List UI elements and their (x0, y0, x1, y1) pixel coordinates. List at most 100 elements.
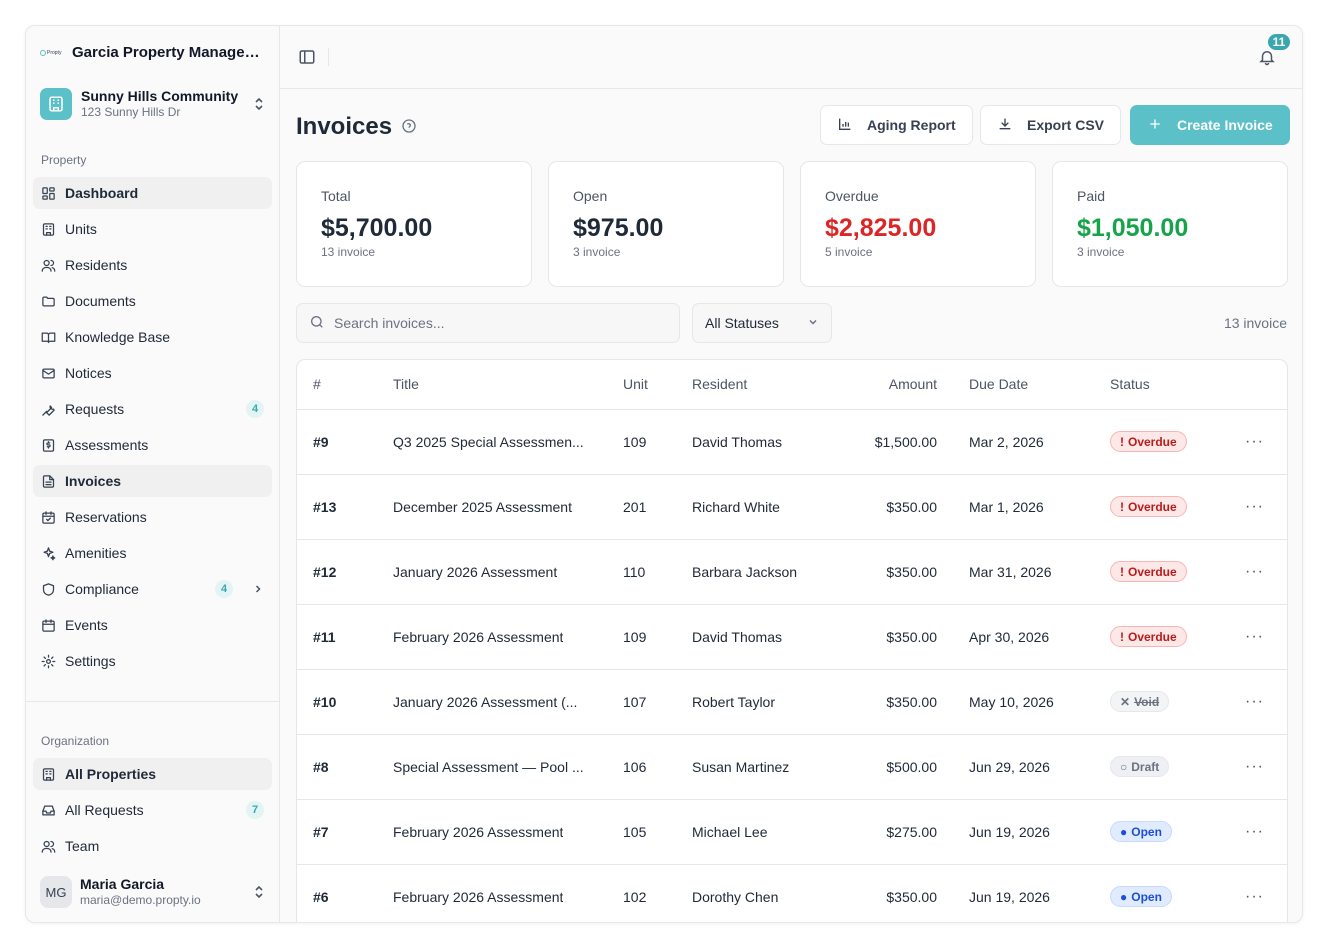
more-horizontal-icon[interactable]: ··· (1245, 822, 1264, 840)
sidebar-item-assessments[interactable]: Assessments (33, 429, 272, 461)
invoice-due-date: Jun 19, 2026 (937, 864, 1110, 922)
search-icon (309, 314, 325, 333)
sidebar-item-team[interactable]: Team (33, 830, 272, 862)
table-row[interactable]: #12 January 2026 Assessment 110 Barbara Jac… (297, 539, 1287, 605)
invoice-amount: $350.00 (842, 474, 937, 540)
status-filter-select[interactable]: All Statuses (692, 303, 832, 343)
sidebar-item-knowledge-base[interactable]: Knowledge Base (33, 321, 272, 353)
table-row[interactable]: #11 February 2026 Assessment 109 David Thom… (297, 604, 1287, 670)
summary-card-open: Open $975.00 3 invoice (548, 161, 784, 287)
help-circle-icon[interactable] (401, 113, 417, 141)
row-actions-cell: ··· (1222, 669, 1287, 735)
status-label: Open (1131, 824, 1162, 839)
sidebar-item-all-requests[interactable]: All Requests 7 (33, 794, 272, 826)
invoice-title-cell: January 2026 Assessment (393, 539, 623, 605)
table-row[interactable]: #9 Q3 2025 Special Assessmen... 109 David T… (297, 409, 1287, 475)
table-row[interactable]: #7 February 2026 Assessment 105 Michael Lee… (297, 799, 1287, 865)
sidebar-item-events[interactable]: Events (33, 609, 272, 641)
sidebar-item-compliance[interactable]: Compliance 4 (33, 573, 272, 605)
file-text-icon (41, 474, 56, 489)
status-badge: ● Open (1110, 886, 1172, 907)
more-horizontal-icon[interactable]: ··· (1245, 562, 1264, 580)
sidebar-item-all-properties[interactable]: All Properties (33, 758, 272, 790)
sidebar-item-label: Notices (65, 365, 112, 381)
more-horizontal-icon[interactable]: ··· (1245, 692, 1264, 710)
topbar-divider (328, 48, 329, 66)
count-badge: 4 (215, 580, 233, 598)
export-csv-button[interactable]: Export CSV (980, 105, 1122, 145)
invoice-title-cell: February 2026 Assessment (393, 604, 623, 670)
invoice-due-date: Mar 31, 2026 (937, 539, 1110, 605)
sidebar-item-requests[interactable]: Requests 4 (33, 393, 272, 425)
shield-icon (41, 582, 56, 597)
org-header[interactable]: Propty Garcia Property Management (40, 44, 264, 61)
column-header-unit[interactable]: Unit (623, 360, 692, 410)
sidebar-toggle-icon[interactable] (298, 48, 316, 66)
more-horizontal-icon[interactable]: ··· (1245, 757, 1264, 775)
invoice-resident: Robert Taylor (692, 669, 842, 735)
status-label: Draft (1131, 759, 1160, 774)
invoice-number: #13 (297, 474, 393, 540)
table-row[interactable]: #10 January 2026 Assessment (... 107 Robert… (297, 669, 1287, 735)
sidebar-item-label: Amenities (65, 545, 127, 561)
sidebar-item-units[interactable]: Units (33, 213, 272, 245)
table-row[interactable]: #13 December 2025 Assessment 201 Richard Wh… (297, 474, 1287, 540)
status-glyph: ○ (1120, 759, 1128, 774)
sidebar-item-label: Invoices (65, 473, 122, 489)
invoice-due-date: Apr 30, 2026 (937, 604, 1110, 670)
sidebar-item-label: Assessments (65, 437, 149, 453)
summary-card-value: $2,825.00 (825, 214, 937, 242)
user-menu[interactable]: MG Maria Garcia maria@demo.propty.io (40, 876, 266, 908)
aging-report-button[interactable]: Aging Report (820, 105, 973, 145)
count-badge: 7 (246, 801, 264, 819)
bar-chart-icon (837, 116, 853, 135)
invoice-resident: Dorothy Chen (692, 864, 842, 922)
sidebar-item-label: Team (65, 838, 100, 854)
invoice-title: December 2025 Assessment (393, 499, 572, 516)
sidebar-item-amenities[interactable]: Amenities (33, 537, 272, 569)
sidebar-item-dashboard[interactable]: Dashboard (33, 177, 272, 209)
column-header-due-date[interactable]: Due Date (937, 360, 1110, 410)
status-label: Open (1131, 889, 1162, 904)
invoice-amount: $500.00 (842, 734, 937, 800)
summary-card-label: Open (573, 188, 608, 204)
property-name: Sunny Hills Community (81, 88, 239, 104)
invoice-status-cell: ● Open (1110, 799, 1222, 865)
sidebar-item-invoices[interactable]: Invoices (33, 465, 272, 497)
status-label: Overdue (1128, 629, 1177, 644)
column-header-status[interactable]: Status (1110, 360, 1222, 410)
invoice-status-cell: ! Overdue (1110, 409, 1222, 475)
table-row[interactable]: #6 February 2026 Assessment 102 Dorothy Che… (297, 864, 1287, 922)
bell-icon[interactable] (1258, 48, 1278, 68)
sidebar-item-residents[interactable]: Residents (33, 249, 272, 281)
summary-card-overdue: Overdue $2,825.00 5 invoice (800, 161, 1036, 287)
property-switcher[interactable]: Sunny Hills Community 123 Sunny Hills Dr (40, 88, 266, 120)
page-title-text: Invoices (296, 113, 393, 140)
search-input[interactable] (334, 315, 667, 331)
column-header-amount[interactable]: Amount (842, 360, 937, 410)
more-horizontal-icon[interactable]: ··· (1245, 887, 1264, 905)
property-address: 123 Sunny Hills Dr (81, 105, 181, 119)
column-header-title[interactable]: Title (393, 360, 623, 410)
sidebar-item-reservations[interactable]: Reservations (33, 501, 272, 533)
users-icon (41, 839, 56, 854)
user-name: Maria Garcia (80, 876, 165, 892)
more-horizontal-icon[interactable]: ··· (1245, 497, 1264, 515)
status-label: Overdue (1128, 564, 1177, 579)
invoice-title: February 2026 Assessment (393, 629, 564, 646)
row-actions-cell: ··· (1222, 604, 1287, 670)
sidebar-item-settings[interactable]: Settings (33, 645, 272, 677)
table-row[interactable]: #8 Special Assessment — Pool ... 106 Susan … (297, 734, 1287, 800)
column-header-resident[interactable]: Resident (692, 360, 842, 410)
avatar: MG (40, 876, 72, 908)
sidebar-item-notices[interactable]: Notices (33, 357, 272, 389)
invoice-amount: $350.00 (842, 539, 937, 605)
sidebar-item-label: Settings (65, 653, 116, 669)
more-horizontal-icon[interactable]: ··· (1245, 627, 1264, 645)
more-horizontal-icon[interactable]: ··· (1245, 432, 1264, 450)
invoice-number: #10 (297, 669, 393, 735)
search-box[interactable] (296, 303, 680, 343)
sidebar-item-documents[interactable]: Documents (33, 285, 272, 317)
create-invoice-button[interactable]: Create Invoice (1130, 105, 1290, 145)
column-header-number[interactable]: # (297, 360, 393, 410)
